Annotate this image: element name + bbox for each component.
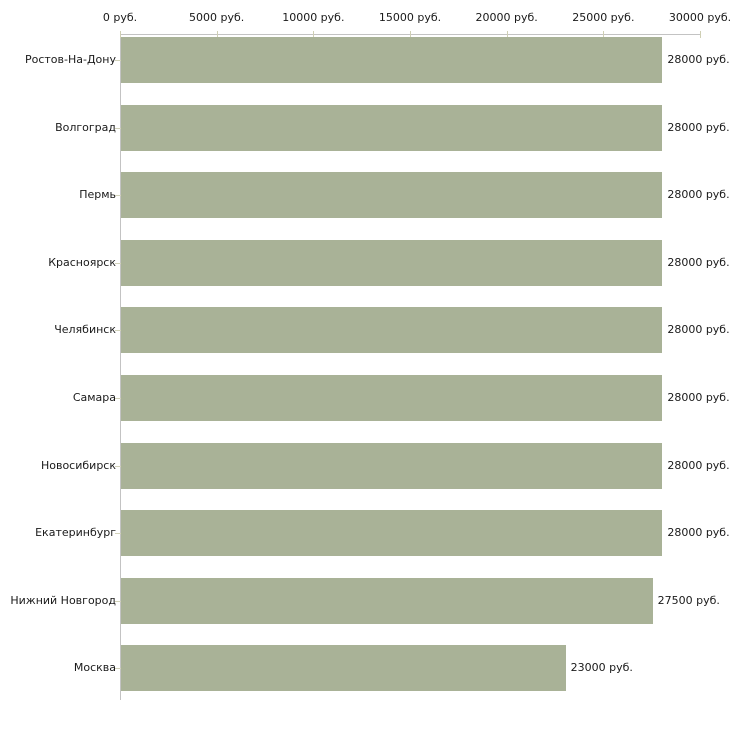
value-label: 23000 руб. bbox=[570, 661, 633, 675]
x-axis-tick-label: 0 руб. bbox=[102, 11, 138, 24]
y-axis-tick bbox=[115, 127, 121, 129]
y-axis-tick bbox=[115, 465, 121, 467]
y-axis-tick bbox=[115, 330, 121, 332]
bar bbox=[121, 510, 663, 557]
bar bbox=[121, 307, 663, 354]
x-axis-tick-label: 25000 руб. bbox=[572, 11, 635, 24]
category-label: Челябинск bbox=[54, 323, 116, 337]
bar bbox=[121, 172, 663, 219]
bar bbox=[121, 577, 653, 624]
x-axis-tick bbox=[410, 31, 411, 38]
x-axis-tick bbox=[700, 31, 701, 38]
category-label: Волгоград bbox=[55, 120, 116, 134]
bar bbox=[121, 104, 663, 151]
value-label: 28000 руб. bbox=[667, 53, 730, 66]
bar bbox=[121, 645, 566, 692]
x-axis-tick bbox=[506, 31, 508, 38]
x-axis-tick-label: 20000 руб. bbox=[475, 11, 538, 24]
category-label: Ростов-На-Дону bbox=[24, 53, 116, 66]
y-axis-tick bbox=[115, 668, 121, 670]
x-axis-tick-label: 10000 руб. bbox=[282, 11, 345, 24]
value-label: 28000 руб. bbox=[667, 120, 730, 134]
y-axis-tick bbox=[115, 262, 121, 264]
value-label: 28000 руб. bbox=[667, 391, 730, 404]
x-axis-tick-label: 30000 руб. bbox=[668, 11, 730, 24]
x-axis-tick-label: 15000 руб. bbox=[378, 11, 442, 24]
y-axis-tick bbox=[115, 533, 121, 535]
bar bbox=[121, 442, 663, 489]
y-axis-tick bbox=[115, 195, 121, 197]
value-label: 28000 руб. bbox=[667, 323, 730, 337]
value-label: 28000 руб. bbox=[667, 526, 730, 540]
category-label: Красноярск bbox=[48, 255, 116, 269]
category-label: Екатеринбург bbox=[35, 526, 116, 540]
category-label: Пермь bbox=[79, 188, 116, 202]
category-label: Нижний Новгород bbox=[10, 593, 116, 607]
value-label: 28000 руб. bbox=[667, 188, 730, 202]
x-axis-tick bbox=[120, 31, 121, 38]
category-label: Москва bbox=[73, 661, 116, 675]
bar bbox=[121, 375, 663, 421]
bar bbox=[121, 239, 663, 286]
y-axis-tick bbox=[115, 600, 121, 602]
y-axis-line bbox=[120, 34, 121, 700]
y-axis-tick bbox=[115, 60, 121, 61]
x-axis-tick bbox=[216, 31, 218, 38]
x-axis-tick-label: 5000 руб. bbox=[189, 11, 245, 24]
y-axis-tick bbox=[115, 398, 121, 399]
category-label: Новосибирск bbox=[40, 458, 116, 472]
x-axis-tick bbox=[313, 31, 315, 38]
category-label: Самара bbox=[72, 391, 116, 404]
value-label: 27500 руб. bbox=[657, 593, 720, 607]
bar bbox=[121, 37, 663, 83]
value-label: 28000 руб. bbox=[667, 458, 730, 472]
x-axis-tick bbox=[603, 31, 605, 38]
value-label: 28000 руб. bbox=[667, 255, 730, 269]
